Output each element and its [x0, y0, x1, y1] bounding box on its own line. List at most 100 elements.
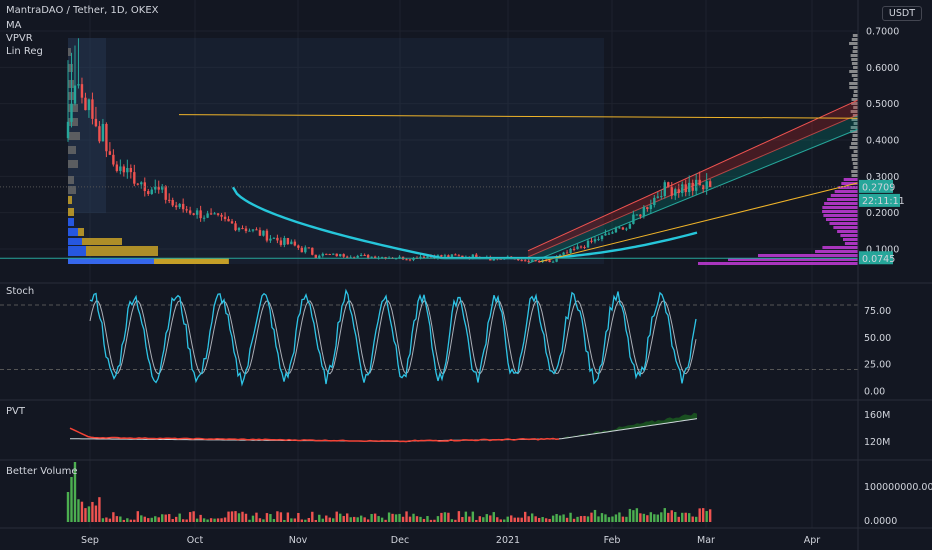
volume-bar: [667, 512, 670, 522]
volume-bar: [600, 513, 604, 522]
vpvr-right-bar: [851, 170, 858, 173]
candle-body: [593, 239, 597, 242]
candle-body: [366, 255, 370, 258]
volume-bar: [171, 518, 174, 522]
vpvr-right-bar: [841, 182, 858, 185]
candle-body: [258, 230, 262, 236]
candle-body: [523, 260, 527, 262]
volume-bar: [234, 511, 237, 522]
indicator-linreg-label[interactable]: Lin Reg: [6, 46, 43, 57]
vpvr-right-bar: [822, 206, 858, 209]
candle-body: [307, 247, 311, 249]
candle-body: [440, 255, 443, 257]
price-tick-label: 0.2000: [866, 208, 899, 219]
volume-bar: [408, 516, 412, 522]
vpvr-right-bar: [833, 226, 858, 229]
candle-body: [80, 84, 84, 98]
volume-bar: [618, 512, 621, 522]
candle-body: [154, 186, 157, 190]
candle-body: [126, 167, 129, 173]
vpvr-left-bar: [68, 160, 78, 168]
price-tick-label: 0.4000: [866, 136, 899, 147]
vpvr-right-bar: [827, 198, 858, 201]
volume-bar: [583, 515, 586, 522]
candle-body: [398, 256, 401, 259]
time-tick-label: Mar: [697, 535, 715, 546]
candle-body: [318, 255, 321, 259]
volume-profile: [68, 34, 858, 265]
candle-body: [408, 259, 412, 261]
vpvr-right-bar: [838, 186, 858, 189]
volume-bar: [468, 516, 471, 522]
vpvr-right-bar: [852, 50, 858, 53]
vpvr-right-bar: [758, 254, 858, 257]
volume-bar: [517, 517, 520, 522]
candle-body: [276, 237, 279, 241]
indicator-ma-label[interactable]: MA: [6, 20, 22, 31]
candle-body: [91, 99, 94, 119]
vpvr-left-bar: [68, 176, 74, 184]
volume-bar: [332, 518, 335, 522]
volume-bar: [366, 519, 370, 522]
pvt-tick-label: 160M: [864, 410, 890, 421]
vpvr-right-bar: [851, 98, 858, 101]
volume-bar: [701, 508, 705, 522]
vpvr-left-bar: [86, 246, 158, 256]
currency-button[interactable]: USDT: [881, 6, 922, 21]
vpvr-left-bar: [82, 238, 122, 245]
volume-bar: [227, 511, 230, 522]
volume-bar: [164, 514, 167, 522]
volume-bar: [541, 517, 544, 522]
volume-bar: [555, 514, 558, 522]
candle-body: [188, 210, 192, 214]
volume-bar: [237, 513, 241, 522]
indicator-vpvr-label[interactable]: VPVR: [6, 33, 33, 44]
vpvr-right-bar: [853, 94, 858, 97]
volume-bar: [157, 517, 160, 522]
price-tick-label: 0.3000: [866, 172, 899, 183]
stoch-tick-label: 25.00: [864, 360, 891, 371]
volume-bar: [663, 508, 666, 522]
vpvr-right-bar: [851, 138, 858, 141]
volume-bar: [632, 510, 635, 522]
volume-bar: [363, 517, 366, 522]
volume-bar: [688, 513, 691, 522]
vpvr-left-bar: [68, 238, 82, 245]
candle-body: [359, 254, 363, 256]
price-tick-label: 0.1000: [866, 245, 899, 256]
volume-bar: [133, 519, 136, 522]
candle-body: [283, 238, 286, 245]
vpvr-right-bar: [824, 202, 858, 205]
horizontal-lines: [0, 114, 859, 263]
volume-bar: [387, 512, 391, 522]
candle-body: [576, 246, 579, 250]
volume-bar: [129, 519, 133, 522]
volume-bar: [482, 517, 485, 522]
volume-bar: [258, 518, 262, 522]
volume-bar: [635, 508, 639, 522]
vpvr-right-bar: [853, 166, 858, 169]
candle-body: [171, 199, 174, 206]
candle-body: [255, 229, 258, 231]
candle-body: [216, 213, 220, 215]
volume-bar: [681, 512, 684, 522]
volume-bar: [101, 518, 105, 522]
candle-body: [87, 99, 91, 111]
candle-body: [621, 227, 625, 230]
volume-bar: [290, 518, 293, 522]
candle-body: [653, 197, 656, 206]
pvt-line: [69, 427, 560, 443]
price-tick-label: 0.6000: [866, 63, 899, 74]
vpvr-left-bar: [68, 196, 72, 204]
vpvr-left-bar: [68, 104, 78, 112]
candle-body: [314, 254, 317, 259]
candle-body: [185, 209, 188, 211]
candle-body: [342, 254, 345, 257]
candle-body: [237, 228, 241, 231]
volume-bar: [510, 515, 513, 522]
volume-bar: [530, 513, 534, 522]
candle-body: [628, 223, 632, 229]
candle-body: [656, 196, 660, 198]
volume-bar: [548, 518, 551, 522]
